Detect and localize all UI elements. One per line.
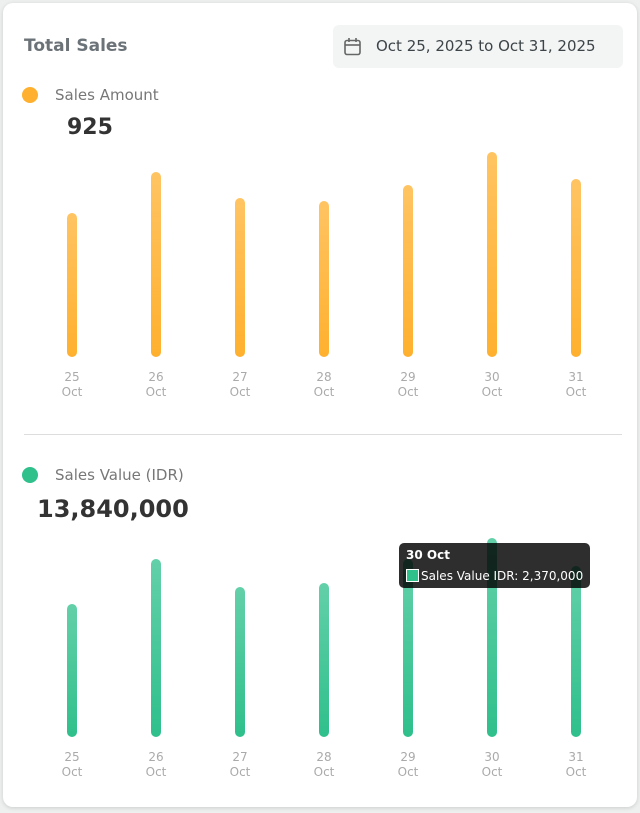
x-tick-label: 26 Oct: [145, 370, 167, 399]
x-tick-label: 29 Oct: [397, 370, 419, 399]
x-tick-label: 27 Oct: [229, 750, 251, 779]
tooltip-text: Sales Value IDR: 2,370,000: [421, 569, 584, 583]
bar: [235, 587, 245, 737]
bar: [67, 604, 77, 737]
bar: [67, 213, 77, 357]
bar: [235, 197, 245, 357]
card-title: Total Sales: [24, 36, 128, 56]
bar: [403, 184, 413, 357]
tooltip-title: 30 Oct: [406, 548, 450, 562]
x-tick-label: 31 Oct: [565, 370, 587, 399]
bar: [151, 558, 161, 737]
bar: [151, 171, 161, 357]
bar: [319, 201, 329, 357]
x-tick-label: 30 Oct: [481, 370, 503, 399]
x-tick-label: 27 Oct: [229, 370, 251, 399]
x-tick-label: 31 Oct: [565, 750, 587, 779]
card: Total Sales Oct 25, 2025 to Oct 31, 2025…: [3, 3, 637, 807]
date-range: Oct 25, 2025 to Oct 31, 2025: [376, 37, 596, 55]
divider: [24, 434, 622, 435]
bar: [487, 537, 497, 737]
legend-label: Sales Amount: [55, 86, 159, 104]
x-tick-label: 28 Oct: [313, 370, 335, 399]
bar: [319, 583, 329, 737]
tooltip-swatch: [406, 569, 419, 582]
x-tick-label: 29 Oct: [397, 750, 419, 779]
total-value: 13,840,000: [37, 495, 189, 523]
calendar-icon: [344, 38, 361, 56]
legend-label: Sales Value (IDR): [55, 466, 184, 484]
legend-marker: [22, 87, 38, 103]
legend-marker: [22, 467, 38, 483]
date-picker[interactable]: Oct 25, 2025 to Oct 31, 2025: [333, 25, 623, 68]
x-tick-label: 25 Oct: [61, 750, 83, 779]
bar: [571, 565, 581, 737]
bar: [403, 558, 413, 737]
x-tick-label: 26 Oct: [145, 750, 167, 779]
x-tick-label: 28 Oct: [313, 750, 335, 779]
bar: [571, 179, 581, 357]
tooltip: 30 Oct Sales Value IDR: 2,370,000: [399, 543, 591, 588]
bar: [487, 152, 497, 357]
x-tick-label: 25 Oct: [61, 370, 83, 399]
x-tick-label: 30 Oct: [481, 750, 503, 779]
total-value: 925: [67, 115, 113, 140]
